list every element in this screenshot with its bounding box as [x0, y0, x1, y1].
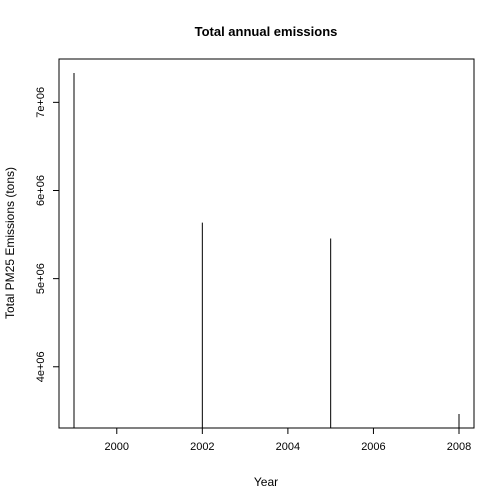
- x-tick-label: 2004: [276, 441, 300, 453]
- y-tick-label: 6e+06: [35, 175, 47, 206]
- y-axis: 4e+06 5e+06 6e+06 7e+06: [35, 87, 59, 382]
- plot-frame: [58, 58, 475, 429]
- y-tick-label: 5e+06: [35, 263, 47, 294]
- y-tick-label: 4e+06: [35, 351, 47, 382]
- x-tick-label: 2008: [447, 441, 471, 453]
- y-axis-label: Total PM25 Emissions (tons): [3, 167, 17, 319]
- data-spikes: [73, 73, 460, 428]
- x-tick-label: 2006: [361, 441, 385, 453]
- y-tick-label: 7e+06: [35, 87, 47, 118]
- x-axis: 2000 2002 2004 2006 2008: [105, 428, 471, 453]
- chart-title: Total annual emissions: [195, 24, 338, 39]
- x-tick-label: 2002: [190, 441, 214, 453]
- x-axis-label: Year: [254, 475, 278, 489]
- x-tick-label: 2000: [105, 441, 129, 453]
